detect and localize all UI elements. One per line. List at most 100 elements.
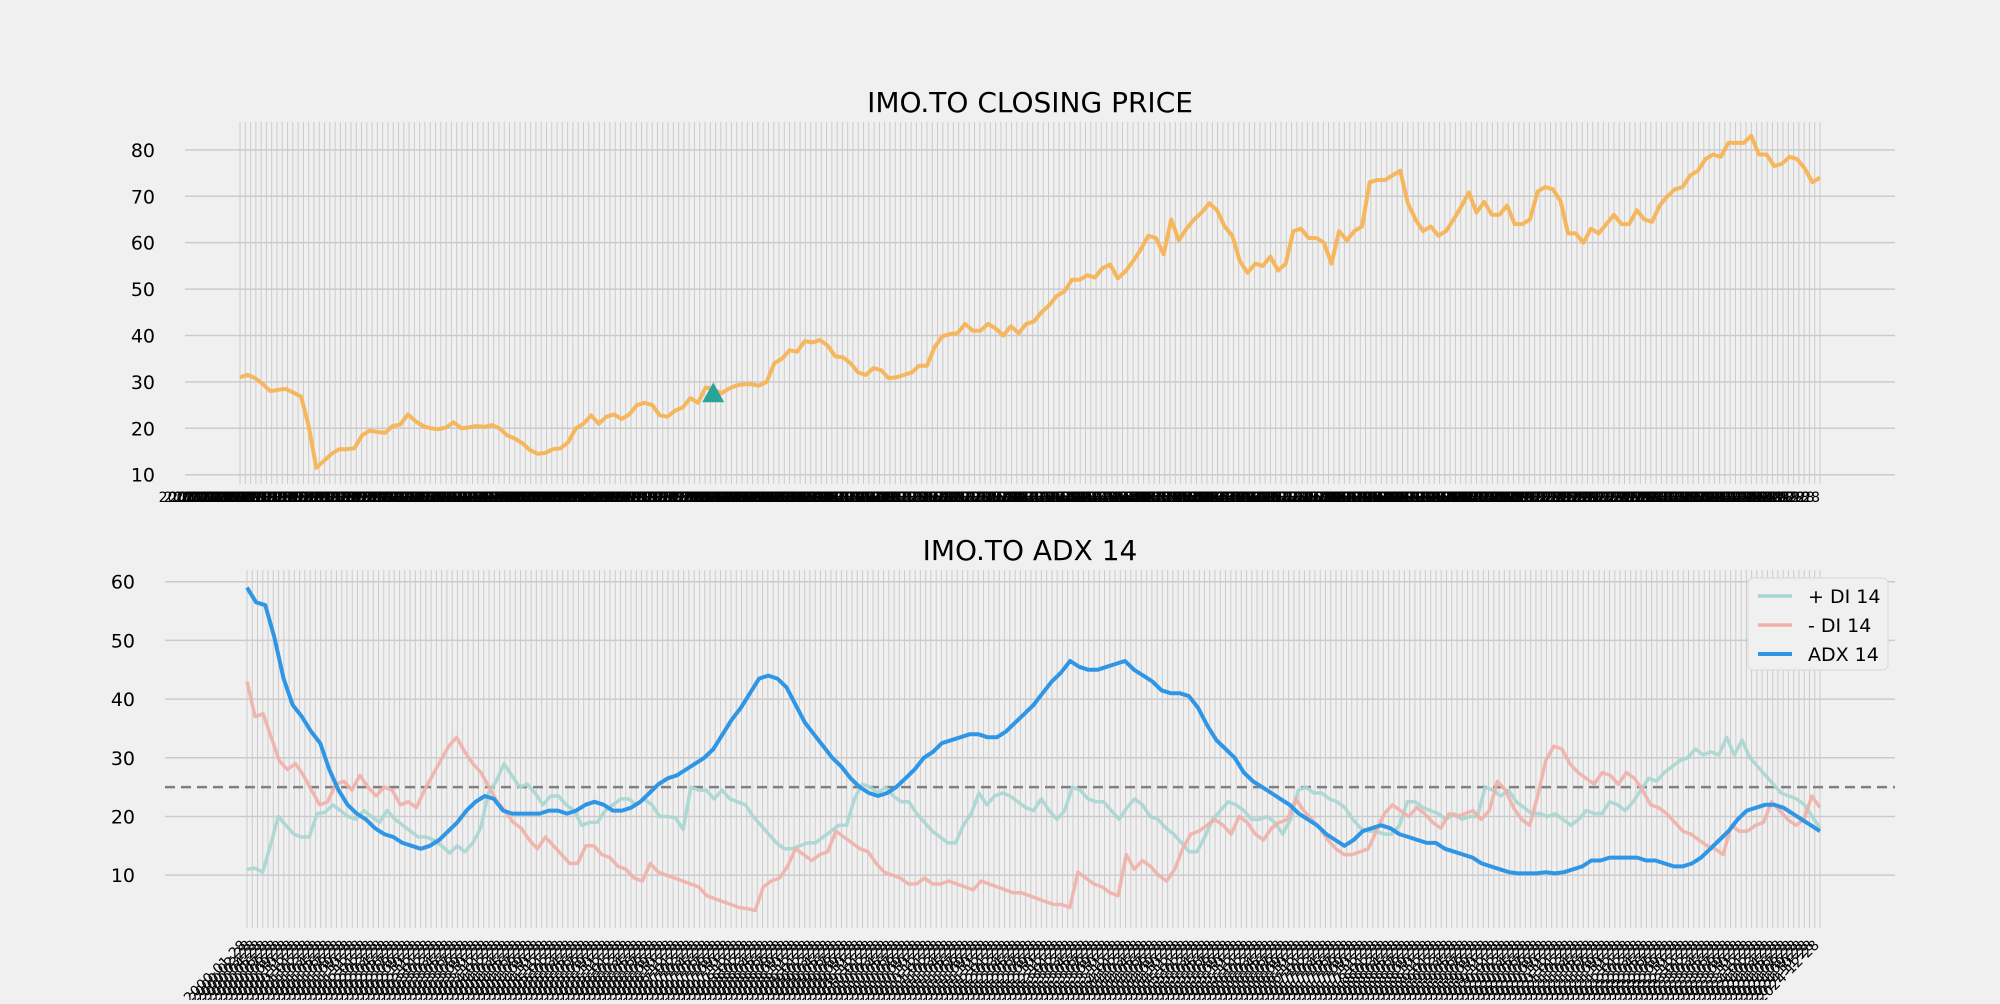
- x-tick-label: 2015-06-28: [1136, 490, 1217, 506]
- x-tick-label: 2002-01-28: [285, 490, 366, 506]
- x-tick-label: 2006-07-28: [571, 490, 652, 506]
- x-tick-label: 2014-09-28: [1089, 490, 1170, 506]
- x-tick-label: 2024-06-28: [1707, 490, 1788, 506]
- x-tick-label: 2012-06-28: [946, 490, 1027, 506]
- x-tick-label: 2001-12-28: [280, 490, 361, 506]
- x-tick-label: 2021-03-28: [1501, 490, 1582, 506]
- x-tick-label: 2003-02-28: [354, 490, 435, 506]
- x-tick-label: 2013-09-28: [1025, 490, 1106, 506]
- x-tick-label: 2009-03-28: [740, 490, 821, 506]
- x-tick-label: 2023-09-28: [1659, 490, 1740, 506]
- x-tick-label: 2009-12-28: [787, 490, 868, 506]
- x-tick-label: 2018-04-28: [1316, 490, 1397, 506]
- x-tick-label: 2016-02-28: [1178, 490, 1259, 506]
- x-tick-label: 2002-02-28: [291, 490, 372, 506]
- x-tick-label: 2011-08-28: [893, 490, 974, 506]
- x-tick-label: 2001-05-28: [243, 490, 324, 506]
- x-tick-label: 2016-04-28: [1189, 490, 1270, 506]
- x-tick-label: 2012-11-28: [972, 490, 1053, 506]
- x-tick-label: 2004-07-28: [444, 490, 525, 506]
- x-tick-label: 2000-07-28: [190, 490, 271, 506]
- x-tick-label: 2020-09-28: [1469, 490, 1550, 506]
- x-tick-label: 2020-04-28: [1443, 490, 1524, 506]
- x-tick-label: 2015-10-28: [1157, 490, 1238, 506]
- x-tick-label: 2003-11-28: [402, 490, 483, 506]
- x-tick-label: 2013-05-28: [1004, 490, 1085, 506]
- series-line: [245, 586, 1822, 876]
- x-tick-label: 2019-12-28: [1422, 490, 1503, 506]
- y-tick-label: 30: [131, 372, 155, 394]
- x-tick-label: 2023-11-28: [1670, 490, 1751, 506]
- x-tick-label: 2022-11-28: [1607, 490, 1688, 506]
- x-tick-label: 2007-10-28: [650, 490, 731, 506]
- x-tick-label: 2022-10-28: [1601, 490, 1682, 506]
- x-tick-label: 2020-11-28: [1480, 490, 1561, 506]
- series-line: [239, 133, 1822, 470]
- x-tick-label: 2015-12-28: [1168, 490, 1249, 506]
- x-tick-label: 2018-09-28: [1342, 490, 1423, 506]
- legend-label: - DI 14: [1808, 615, 1871, 637]
- x-tick-label: 2009-11-28: [782, 490, 863, 506]
- x-tick-label: 2002-06-28: [312, 490, 393, 506]
- x-tick-label: 2010-08-28: [830, 490, 911, 506]
- legend-label: + DI 14: [1808, 586, 1880, 608]
- x-tick-label: 2021-05-28: [1511, 490, 1592, 506]
- x-tick-label: 2023-03-28: [1628, 490, 1709, 506]
- x-tick-label: 2012-09-28: [962, 490, 1043, 506]
- x-tick-label: 2002-12-28: [344, 490, 425, 506]
- x-tick-label: 2009-01-28: [729, 490, 810, 506]
- x-tick-label: 2012-03-28: [930, 490, 1011, 506]
- x-tick-label: 2024-07-28: [1712, 490, 1793, 506]
- x-tick-label: 2011-06-28: [883, 490, 964, 506]
- x-tick-label: 2013-07-28: [1015, 490, 1096, 506]
- x-tick-label: 2014-10-28: [1094, 490, 1175, 506]
- x-tick-label: 2005-06-28: [502, 490, 583, 506]
- x-tick-label: 2010-01-28: [793, 490, 874, 506]
- x-tick-label: 2004-09-28: [455, 490, 536, 506]
- x-tick-label: 2012-10-28: [967, 490, 1048, 506]
- x-tick-label: 2019-07-28: [1395, 490, 1476, 506]
- x-tick-label: 2009-07-28: [761, 490, 842, 506]
- x-tick-label: 2016-10-28: [1221, 490, 1302, 506]
- adx-panel: 10 20 30 40 50 60 2000-01-282000-02-282000-03-…: [111, 534, 1895, 1004]
- x-tick-label: 2007-09-28: [645, 490, 726, 506]
- x-tick-label: 2011-01-28: [856, 490, 937, 506]
- x-tick-label: 2000-04-28: [174, 490, 255, 506]
- x-tick-label: 2015-08-28: [1147, 490, 1228, 506]
- x-tick-label: 2017-03-28: [1247, 490, 1328, 506]
- x-tick-label: 2023-05-28: [1638, 490, 1719, 506]
- x-tick-label: 2006-03-28: [550, 490, 631, 506]
- x-tick-label: 2020-08-28: [1464, 490, 1545, 506]
- x-tick-label: 2014-01-28: [1046, 490, 1127, 506]
- x-tick-label: 2002-09-28: [328, 490, 409, 506]
- x-tick-label: 2012-08-28: [957, 490, 1038, 506]
- x-tick-label: 2018-12-28: [1358, 490, 1439, 506]
- x-tick-label: 2010-07-28: [824, 490, 905, 506]
- x-tick-label: 2006-02-28: [544, 490, 625, 506]
- x-tick-label: 2014-06-28: [1073, 490, 1154, 506]
- x-tick-label: 2001-11-28: [275, 490, 356, 506]
- price-panel: 10 20 30 40 50 60 70 80 2000-01-282000-02-282000…: [131, 86, 1895, 506]
- x-tick-label: 2012-05-28: [941, 490, 1022, 506]
- y-gridlines: [165, 580, 1895, 876]
- x-tick-label: 2016-08-28: [1210, 490, 1291, 506]
- x-tick-label: 2020-06-28: [1453, 490, 1534, 506]
- x-tick-label: 2004-10-28: [460, 490, 541, 506]
- x-tick-label: 2023-07-28: [1649, 490, 1730, 506]
- x-tick-label: 2006-04-28: [555, 490, 636, 506]
- x-tick-label: 2021-04-28: [1506, 490, 1587, 506]
- signal-marker: [702, 382, 725, 403]
- x-tick-label: 2016-03-28: [1184, 490, 1265, 506]
- x-tick-label: 2017-04-28: [1252, 490, 1333, 506]
- x-tick-label: 2005-04-28: [492, 490, 573, 506]
- x-tick-label: 2023-12-28: [1675, 490, 1756, 506]
- x-tick-label: 2020-07-28: [1459, 490, 1540, 506]
- x-tick-label: 2011-03-28: [867, 490, 948, 506]
- x-tick-label: 2024-12-28: [1739, 490, 1820, 506]
- x-tick-label: 2010-11-28: [846, 490, 927, 506]
- x-tick-label: 2022-05-28: [1575, 490, 1656, 506]
- x-tick-label: 2005-02-28: [481, 490, 562, 506]
- x-tick-label: 2004-06-28: [439, 490, 520, 506]
- x-tick-label: 2003-04-28: [365, 490, 446, 506]
